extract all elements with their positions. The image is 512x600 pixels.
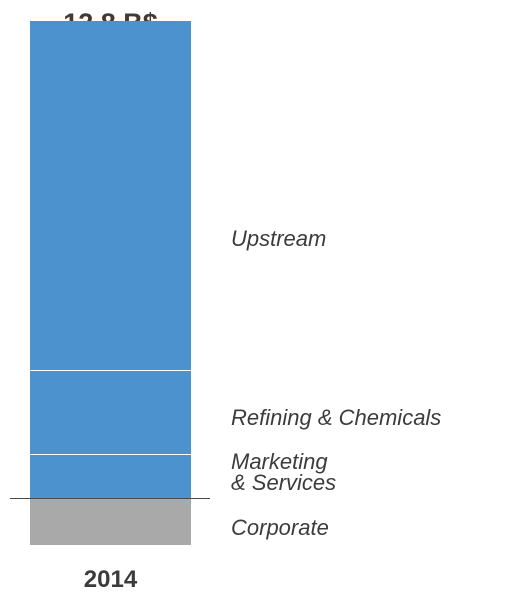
label-upstream: Upstream	[231, 226, 327, 251]
bar-segment-corporate	[30, 498, 191, 546]
bar-segment-marketing-services	[30, 454, 191, 498]
label-refining-chemicals: Refining & Chemicals	[231, 405, 442, 430]
category-label-2014: 2014	[83, 566, 138, 593]
label-marketing-services: Marketing & Services	[231, 449, 337, 495]
label-corporate: Corporate	[231, 515, 329, 540]
bar-segment-upstream	[30, 20, 191, 371]
bar-segment-refining-chemicals	[30, 370, 191, 455]
zero-baseline	[10, 498, 210, 499]
